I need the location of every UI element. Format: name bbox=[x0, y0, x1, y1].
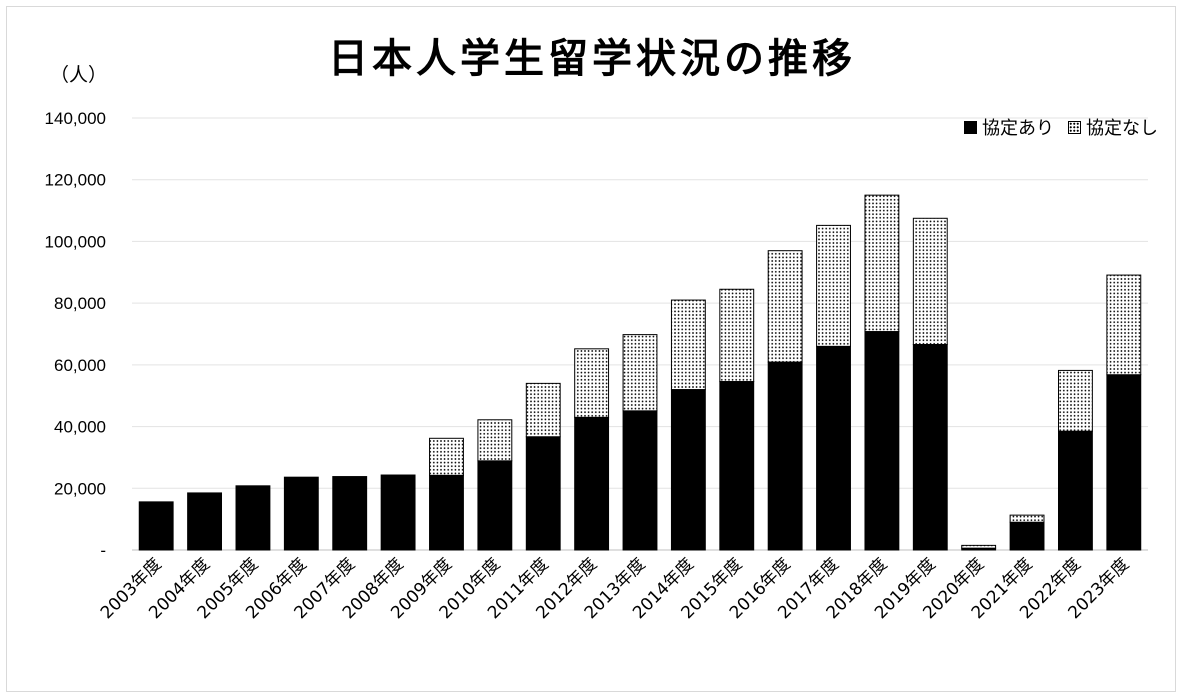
bar-without-agreement-15 bbox=[864, 194, 900, 333]
bar-with-agreement-0 bbox=[138, 501, 174, 551]
bars bbox=[138, 194, 1142, 551]
bar-with-agreement-8 bbox=[525, 436, 561, 551]
bar-without-agreement-17 bbox=[961, 544, 997, 549]
bar-with-agreement-1 bbox=[187, 492, 223, 551]
bar-with-agreement-12 bbox=[719, 381, 755, 551]
legend-label-without-agreement: 協定なし bbox=[1086, 118, 1158, 139]
legend-label-with-agreement: 協定あり bbox=[982, 118, 1054, 139]
y-tick-label-3: 60,000 bbox=[54, 356, 106, 375]
bar-without-agreement-10 bbox=[622, 334, 658, 412]
bar-without-agreement-8 bbox=[525, 382, 561, 438]
bar-with-agreement-18 bbox=[1009, 521, 1045, 551]
bar-without-agreement-18 bbox=[1009, 514, 1045, 523]
y-tick-label-7: 140,000 bbox=[45, 109, 106, 128]
bar-with-agreement-11 bbox=[670, 389, 706, 551]
bar-without-agreement-20 bbox=[1106, 274, 1142, 376]
y-tick-label-2: 40,000 bbox=[54, 418, 106, 437]
bar-without-agreement-9 bbox=[574, 348, 610, 418]
legend-swatch-solid bbox=[964, 120, 977, 134]
x-axis-ticks: 2003年度2004年度2005年度2006年度2007年度2008年度2009… bbox=[97, 554, 1133, 623]
bar-with-agreement-16 bbox=[912, 343, 948, 551]
bar-with-agreement-20 bbox=[1106, 374, 1142, 551]
legend-item-with-agreement: 協定あり bbox=[964, 114, 1054, 140]
bar-with-agreement-5 bbox=[380, 474, 416, 551]
bar-without-agreement-13 bbox=[767, 250, 803, 363]
bar-with-agreement-9 bbox=[574, 416, 610, 551]
chart-title: 日本人学生留学状況の推移 bbox=[328, 36, 856, 82]
y-axis-unit-label: （人） bbox=[50, 64, 108, 86]
legend-swatch-dotted bbox=[1068, 120, 1081, 134]
y-tick-label-6: 120,000 bbox=[45, 171, 106, 190]
bar-with-agreement-19 bbox=[1057, 430, 1093, 551]
y-tick-label-5: 100,000 bbox=[45, 232, 106, 251]
bar-with-agreement-10 bbox=[622, 410, 658, 551]
bar-without-agreement-7 bbox=[477, 419, 513, 462]
bar-without-agreement-6 bbox=[429, 437, 464, 476]
bar-with-agreement-3 bbox=[283, 476, 319, 551]
bar-without-agreement-16 bbox=[912, 217, 948, 345]
y-tick-label-0: - bbox=[100, 541, 106, 560]
bar-with-agreement-4 bbox=[332, 476, 368, 551]
legend: 協定あり 協定なし bbox=[950, 114, 1158, 140]
bar-with-agreement-7 bbox=[477, 460, 513, 551]
y-tick-label-4: 80,000 bbox=[54, 294, 106, 313]
bar-with-agreement-15 bbox=[864, 331, 900, 551]
bar-without-agreement-19 bbox=[1057, 369, 1093, 432]
bar-with-agreement-13 bbox=[767, 361, 803, 551]
bar-without-agreement-14 bbox=[816, 224, 851, 347]
legend-item-without-agreement: 協定なし bbox=[1068, 114, 1158, 140]
bar-with-agreement-14 bbox=[816, 345, 851, 551]
y-tick-label-1: 20,000 bbox=[54, 479, 106, 498]
bar-with-agreement-6 bbox=[429, 474, 464, 551]
bar-without-agreement-11 bbox=[670, 299, 706, 391]
bar-without-agreement-12 bbox=[719, 288, 755, 383]
y-axis-ticks: - 20,000 40,000 60,000 80,000 100,000 120,000 1… bbox=[45, 109, 106, 560]
bar-with-agreement-2 bbox=[235, 485, 271, 551]
